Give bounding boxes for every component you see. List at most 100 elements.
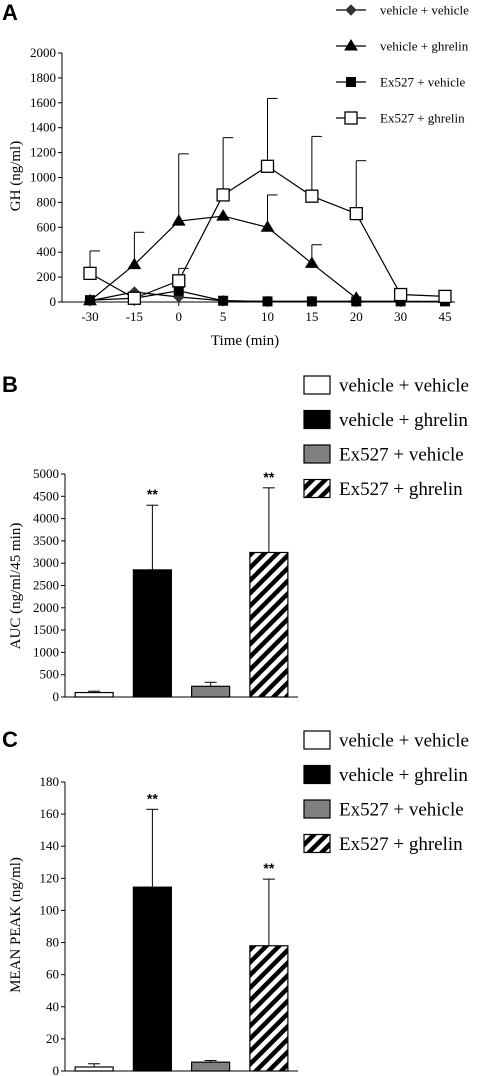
panel-c-legend-label: Ex527 + vehicle <box>339 800 464 821</box>
panel-c-legend-swatch <box>303 833 331 854</box>
panel-a-legend-label: vehicle + vehicle <box>380 3 469 18</box>
panel-a-data-point <box>218 295 229 306</box>
panel-a-y-tick-label: 1800 <box>30 70 56 85</box>
panel-a-y-axis-label: GH (ng/ml) <box>8 141 24 211</box>
panel-a-legend-marker <box>344 111 358 125</box>
panel-a-data-point <box>349 206 363 221</box>
panel-b-letter: B <box>2 372 18 397</box>
panel-c-legend-swatch <box>303 799 331 819</box>
panel-c-legend-swatch <box>303 730 331 750</box>
panel-c-y-tick-label: 160 <box>40 806 60 821</box>
panel-c-letter: C <box>2 727 18 752</box>
panel-a-data-point <box>262 296 273 307</box>
panel-b-legend-swatch <box>303 478 331 499</box>
panel-b-legend-swatch <box>303 375 331 395</box>
panel-a-data-point <box>260 220 275 232</box>
panel-a-x-tick-label: 15 <box>305 309 318 324</box>
panel-b-y-tick-label: 4000 <box>33 511 59 526</box>
panel-a-x-tick-label: 20 <box>350 309 363 324</box>
panel-a-legend-marker <box>345 4 357 16</box>
panel-b-legend-label: vehicle + ghrelin <box>339 410 468 431</box>
panel-a-y-tick-label: 2000 <box>30 45 56 60</box>
panel-b-y-tick-label: 1500 <box>33 622 59 637</box>
panel-c-y-tick-label: 40 <box>46 999 59 1014</box>
panel-b-bar <box>249 551 289 698</box>
panel-a-y-tick-label: 800 <box>37 194 57 209</box>
panel-a-x-tick-label: -15 <box>126 309 143 324</box>
panel-a-y-tick-label: 200 <box>37 269 57 284</box>
panel-b-legend-label: vehicle + vehicle <box>339 376 469 397</box>
panel-b-y-tick-label: 5000 <box>33 466 59 481</box>
panel-b-y-axis-label: AUC (ng/ml/45 min) <box>8 523 24 650</box>
panel-a-data-point <box>438 289 452 304</box>
panel-b-legend-swatch <box>303 409 331 430</box>
panel-b-significance-label: ** <box>263 469 274 485</box>
panel-c-y-tick-label: 180 <box>40 774 60 789</box>
panel-a-x-tick-label: 5 <box>220 309 227 324</box>
panel-a-data-point <box>393 287 408 302</box>
panel-c-y-axis-label: MEAN PEAK (ng/ml) <box>8 857 24 993</box>
panel-c-y-tick-label: 120 <box>40 870 60 885</box>
panel-c-bar <box>191 1061 231 1072</box>
panel-b-y-tick-label: 1000 <box>33 644 59 659</box>
panel-a: A GH (ng/ml) Time (min) 0200400600800100… <box>2 0 469 349</box>
panel-c-legend-label: Ex527 + ghrelin <box>339 834 463 855</box>
panel-b-y-tick-label: 2000 <box>33 600 59 615</box>
panel-a-x-tick-label: 0 <box>176 309 183 324</box>
panel-b-legend-swatch <box>303 444 331 464</box>
panel-a-legend-marker <box>346 77 356 87</box>
panel-c-bar <box>132 886 172 1072</box>
panel-a-series-line <box>89 215 357 302</box>
panel-c-y-tick-label: 20 <box>46 1031 59 1046</box>
panel-c-bar <box>249 945 289 1072</box>
panel-a-data-point <box>171 214 186 226</box>
panel-a-data-point <box>127 257 142 270</box>
panel-c-y-tick-label: 100 <box>40 902 60 917</box>
panel-c-y-tick-label: 60 <box>46 967 59 982</box>
panel-b-bar <box>132 569 172 698</box>
panel-b-y-tick-label: 2500 <box>33 578 59 593</box>
panel-a-x-tick-label: -30 <box>81 309 98 324</box>
panel-a-y-tick-label: 600 <box>37 219 57 234</box>
panel-c-y-tick-label: 140 <box>40 838 60 853</box>
panel-a-legend-label: vehicle + ghrelin <box>380 39 469 54</box>
panel-a-y-tick-label: 1400 <box>30 120 56 135</box>
panel-a-x-axis-label: Time (min) <box>211 333 279 349</box>
panel-a-y-tick-label: 1000 <box>30 170 56 185</box>
panel-b-y-tick-label: 4500 <box>33 488 59 503</box>
panel-a-y-tick-label: 0 <box>50 294 57 309</box>
panel-a-data-point <box>304 256 319 268</box>
panel-a-legend-label: Ex527 + vehicle <box>380 75 466 90</box>
panel-c-legend-label: vehicle + vehicle <box>339 731 469 752</box>
panel-a-letter: A <box>2 0 18 25</box>
panel-b-y-tick-label: 0 <box>53 689 60 704</box>
panel-a-data-point <box>85 295 95 306</box>
panel-c-y-tick-label: 0 <box>53 1063 60 1076</box>
panel-b-legend-label: Ex527 + ghrelin <box>339 479 463 500</box>
panel-c-legend-swatch <box>303 764 331 785</box>
panel-c-legend-label: vehicle + ghrelin <box>339 765 468 786</box>
panel-c-y-tick-label: 80 <box>46 935 59 950</box>
panel-a-legend-label: Ex527 + ghrelin <box>380 111 465 126</box>
panel-a-data-point <box>216 188 230 202</box>
panel-b-significance-label: ** <box>147 486 158 502</box>
panel-a-data-point <box>127 291 142 305</box>
panel-a-data-point <box>173 285 184 296</box>
panel-b-bar <box>74 691 114 698</box>
panel-a-data-point <box>216 209 231 221</box>
panel-b-bar <box>191 685 231 698</box>
panel-a-data-point <box>305 189 319 203</box>
panel-a-data-point <box>172 274 186 288</box>
panel-a-x-tick-label: 30 <box>394 309 407 324</box>
panel-a-data-point <box>351 296 362 307</box>
panel-a-x-tick-label: 45 <box>439 309 452 324</box>
panel-a-data-point <box>83 266 97 281</box>
panel-a-legend-marker <box>344 39 358 51</box>
panel-a-y-tick-label: 400 <box>37 244 57 259</box>
panel-a-data-point <box>260 159 275 173</box>
panel-a-y-tick-label: 1600 <box>30 95 56 110</box>
panel-c-significance-label: ** <box>147 790 158 806</box>
panel-b-y-tick-label: 3000 <box>33 555 59 570</box>
panel-c: C MEAN PEAK (ng/ml) 0 20 40 60 80 100 120 140 16… <box>2 727 469 1076</box>
